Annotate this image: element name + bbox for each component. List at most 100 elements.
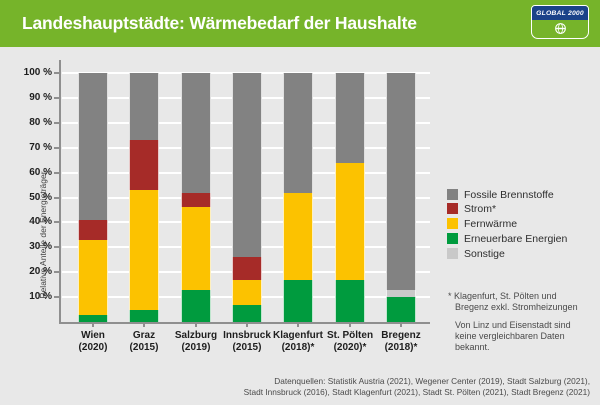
bar-salzburg-fernwärme — [181, 207, 211, 290]
y-tick-label-30: 30 % — [29, 241, 52, 252]
bar-bregenz-erneuerbare-energien — [386, 297, 416, 322]
footnote-line: * Klagenfurt, St. Pölten und — [448, 291, 557, 301]
x-label-city: Klagenfurt — [273, 330, 323, 341]
y-tick-60 — [54, 172, 60, 174]
bar-graz-fossile-brennstoffe — [129, 73, 159, 140]
legend-item-fernwärme: Fernwärme — [447, 217, 518, 230]
y-tick-100 — [54, 72, 60, 74]
y-tick-50 — [54, 197, 60, 199]
footnote-line: keine vergleichbaren Daten — [455, 331, 565, 341]
legend-label: Fernwärme — [464, 217, 518, 230]
y-tick-90 — [54, 97, 60, 99]
bar-st-pölten-erneuerbare-energien — [335, 280, 365, 322]
x-label-city: Bregenz — [381, 330, 421, 341]
x-label-salzburg: Salzburg (2019) — [159, 330, 233, 353]
bar-graz-erneuerbare-energien — [129, 310, 159, 322]
x-tick-graz — [143, 324, 145, 327]
bar-wien-erneuerbare-energien — [78, 315, 108, 322]
x-label-year: (2020)* — [333, 341, 367, 353]
logo-wordmark: GLOBAL 2000 — [532, 6, 588, 20]
x-tick-klagenfurt — [297, 324, 299, 327]
x-tick-innsbruck — [246, 324, 248, 327]
y-tick-20 — [54, 271, 60, 273]
legend-swatch-fossile-brennstoffe — [447, 189, 458, 200]
y-tick-70 — [54, 147, 60, 149]
x-label-graz: Graz (2015) — [107, 330, 181, 353]
legend-item-strom: Strom* — [447, 202, 497, 215]
x-tick-bregenz — [400, 324, 402, 327]
legend-label: Fossile Brennstoffe — [464, 188, 554, 201]
bar-salzburg-fossile-brennstoffe — [181, 73, 211, 193]
bar-innsbruck-strom — [232, 257, 262, 280]
x-label-city: Graz — [132, 330, 156, 341]
bar-bregenz-sonstige — [386, 290, 416, 297]
y-axis-title: Relative Anteile der Energieträger — [38, 171, 48, 299]
source-line: Datenquellen: Statistik Austria (2021), … — [274, 376, 590, 386]
legend-label: Strom* — [464, 202, 497, 215]
footnote-line: bekannt. — [455, 342, 490, 352]
footnote-line: Bregenz exkl. Stromheizungen — [455, 302, 578, 312]
y-tick-40 — [54, 221, 60, 223]
x-label-year: (2020) — [78, 341, 108, 353]
y-tick-label-20: 20 % — [29, 266, 52, 277]
y-tick-30 — [54, 246, 60, 248]
legend-swatch-strom — [447, 203, 458, 214]
footnote-stromheizungen: * Klagenfurt, St. Pölten und Bregenz exkl… — [448, 291, 578, 313]
page-title: Landeshauptstädte: Wärmebedarf der Haush… — [22, 13, 417, 33]
legend-item-sonstige: Sonstige — [447, 247, 505, 260]
x-label-year: (2015) — [129, 341, 159, 353]
x-axis-line — [59, 322, 430, 324]
x-label-st-pölten: St. Pölten (2020)* — [313, 330, 387, 353]
y-tick-80 — [54, 122, 60, 124]
x-tick-st-pölten — [349, 324, 351, 327]
x-label-bregenz: Bregenz (2018)* — [364, 330, 438, 353]
globe-icon-wrap — [532, 20, 588, 37]
bar-salzburg-erneuerbare-energien — [181, 290, 211, 322]
bar-klagenfurt-fossile-brennstoffe — [283, 73, 313, 193]
header-bar: Landeshauptstädte: Wärmebedarf der Haush… — [0, 0, 600, 47]
legend-swatch-sonstige — [447, 248, 458, 259]
x-tick-wien — [92, 324, 94, 327]
bar-klagenfurt-fernwärme — [283, 193, 313, 280]
bar-graz-fernwärme — [129, 190, 159, 310]
footnote-missing-data: Von Linz und Eisenstadt sind keine vergle… — [455, 320, 571, 353]
x-label-city: Salzburg — [174, 330, 218, 341]
bar-wien-fossile-brennstoffe — [78, 73, 108, 220]
y-tick-10 — [54, 296, 60, 298]
chart-area: Relative Anteile der Energieträger 10 % 2… — [0, 47, 600, 405]
legend-swatch-erneuerbare-energien — [447, 233, 458, 244]
y-axis-line — [59, 60, 61, 324]
globe-icon — [554, 23, 566, 34]
bar-st-pölten-fossile-brennstoffe — [335, 73, 365, 163]
y-tick-label-70: 70 % — [29, 142, 52, 153]
x-label-year: (2015) — [232, 341, 262, 353]
legend-label: Sonstige — [464, 247, 505, 260]
bar-wien-strom — [78, 220, 108, 240]
footnote-line: Von Linz und Eisenstadt sind — [455, 320, 571, 330]
legend-item-erneuerbare-energien: Erneuerbare Energien — [447, 233, 567, 245]
x-label-year: (2019) — [181, 341, 211, 353]
bar-graz-strom — [129, 140, 159, 190]
x-label-city: St. Pölten — [326, 330, 374, 341]
bar-bregenz-fossile-brennstoffe — [386, 73, 416, 290]
x-label-innsbruck: Innsbruck (2015) — [210, 330, 284, 353]
bar-innsbruck-erneuerbare-energien — [232, 305, 262, 322]
y-tick-label-60: 60 % — [29, 167, 52, 178]
y-tick-label-100: 100 % — [23, 67, 52, 78]
bar-innsbruck-fossile-brennstoffe — [232, 73, 262, 257]
bar-st-pölten-fernwärme — [335, 163, 365, 280]
y-tick-label-40: 40 % — [29, 216, 52, 227]
bar-innsbruck-fernwärme — [232, 280, 262, 305]
source-line: Stadt Innsbruck (2016), Stadt Klagenfurt… — [243, 387, 590, 398]
x-label-klagenfurt: Klagenfurt (2018)* — [261, 330, 335, 353]
global2000-logo: GLOBAL 2000 — [531, 5, 589, 39]
bar-klagenfurt-erneuerbare-energien — [283, 280, 313, 322]
x-label-city: Wien — [81, 330, 105, 341]
x-tick-salzburg — [195, 324, 197, 327]
x-label-year: (2018)* — [281, 341, 315, 353]
x-label-city: Innsbruck — [223, 330, 271, 341]
legend-item-fossile-brennstoffe: Fossile Brennstoffe — [447, 188, 554, 201]
bar-wien-fernwärme — [78, 240, 108, 315]
y-tick-label-50: 50 % — [29, 192, 52, 203]
